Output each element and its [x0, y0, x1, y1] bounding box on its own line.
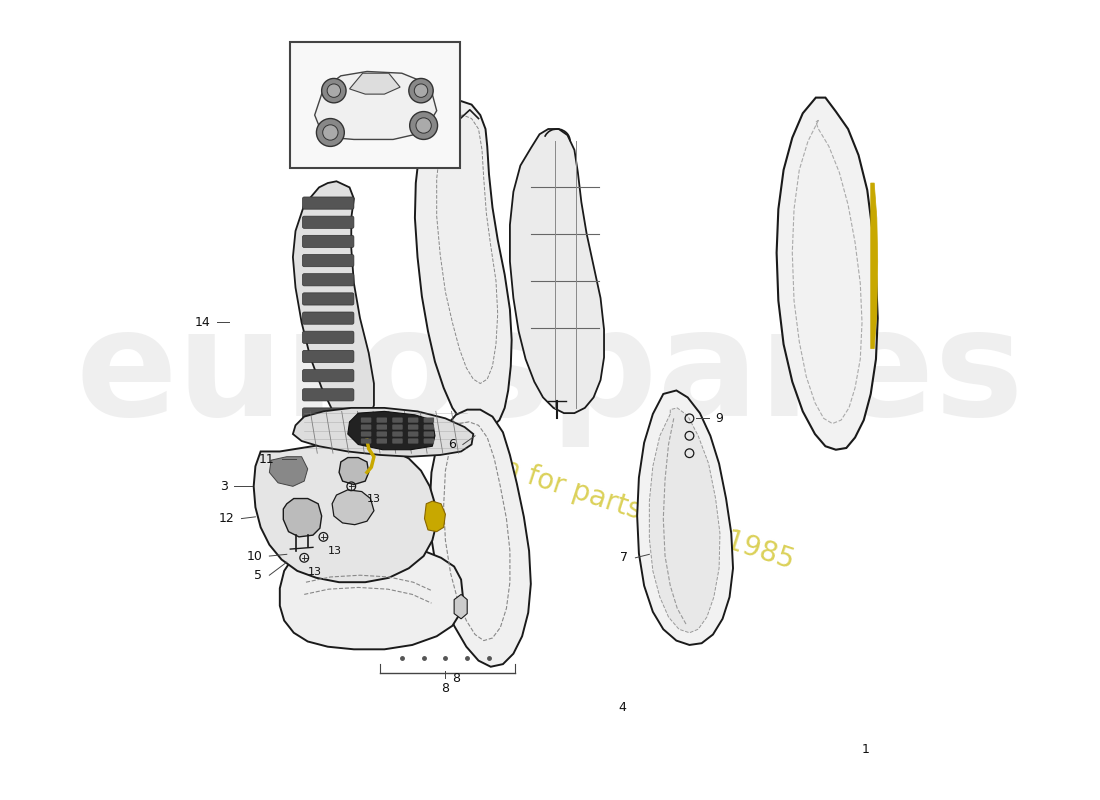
- Text: 5: 5: [254, 569, 263, 582]
- FancyBboxPatch shape: [302, 254, 354, 266]
- FancyBboxPatch shape: [302, 331, 354, 343]
- Circle shape: [409, 78, 433, 103]
- FancyBboxPatch shape: [361, 438, 372, 444]
- Text: 10: 10: [246, 550, 263, 562]
- Text: 1: 1: [862, 743, 870, 756]
- FancyBboxPatch shape: [361, 425, 372, 430]
- FancyBboxPatch shape: [302, 197, 354, 209]
- Polygon shape: [425, 501, 446, 532]
- Text: 8: 8: [441, 682, 450, 694]
- Polygon shape: [871, 183, 878, 349]
- Polygon shape: [270, 457, 308, 486]
- FancyBboxPatch shape: [376, 438, 387, 444]
- Polygon shape: [279, 546, 463, 650]
- Polygon shape: [293, 182, 374, 429]
- FancyBboxPatch shape: [408, 431, 418, 437]
- FancyBboxPatch shape: [302, 293, 354, 305]
- Polygon shape: [254, 442, 437, 582]
- Text: 13: 13: [308, 566, 321, 577]
- FancyBboxPatch shape: [302, 274, 354, 286]
- Polygon shape: [348, 411, 435, 450]
- Text: 6: 6: [448, 438, 455, 451]
- Polygon shape: [293, 408, 473, 457]
- FancyBboxPatch shape: [393, 431, 403, 437]
- Polygon shape: [777, 98, 878, 450]
- Circle shape: [322, 125, 338, 140]
- FancyBboxPatch shape: [424, 431, 434, 437]
- Text: 4: 4: [618, 702, 626, 714]
- FancyBboxPatch shape: [302, 389, 354, 401]
- Polygon shape: [332, 490, 374, 525]
- FancyBboxPatch shape: [302, 312, 354, 324]
- Text: 11: 11: [258, 453, 275, 466]
- FancyBboxPatch shape: [302, 350, 354, 362]
- FancyBboxPatch shape: [393, 418, 403, 422]
- Circle shape: [415, 84, 428, 98]
- FancyBboxPatch shape: [408, 438, 418, 444]
- Circle shape: [416, 118, 431, 133]
- Text: 14: 14: [195, 316, 210, 329]
- Circle shape: [317, 118, 344, 146]
- Polygon shape: [415, 101, 512, 429]
- FancyBboxPatch shape: [393, 438, 403, 444]
- FancyBboxPatch shape: [408, 425, 418, 430]
- Text: eurospares: eurospares: [76, 302, 1024, 447]
- FancyBboxPatch shape: [302, 235, 354, 247]
- FancyBboxPatch shape: [424, 418, 434, 422]
- FancyBboxPatch shape: [408, 418, 418, 422]
- Circle shape: [409, 111, 438, 139]
- Polygon shape: [430, 410, 531, 666]
- Polygon shape: [637, 390, 733, 645]
- Polygon shape: [649, 408, 720, 633]
- Polygon shape: [510, 129, 604, 413]
- Polygon shape: [284, 498, 321, 537]
- FancyBboxPatch shape: [376, 431, 387, 437]
- Polygon shape: [454, 594, 467, 619]
- Text: 13: 13: [367, 494, 381, 503]
- FancyBboxPatch shape: [393, 425, 403, 430]
- FancyBboxPatch shape: [302, 216, 354, 228]
- FancyBboxPatch shape: [302, 370, 354, 382]
- FancyBboxPatch shape: [376, 425, 387, 430]
- FancyBboxPatch shape: [361, 431, 372, 437]
- Polygon shape: [339, 458, 369, 485]
- Circle shape: [327, 84, 341, 98]
- FancyBboxPatch shape: [361, 418, 372, 422]
- Text: 13: 13: [328, 546, 342, 556]
- Circle shape: [321, 78, 346, 103]
- FancyBboxPatch shape: [424, 438, 434, 444]
- Text: 8: 8: [452, 671, 461, 685]
- Polygon shape: [350, 74, 400, 94]
- Bar: [290, 42, 460, 168]
- FancyBboxPatch shape: [424, 425, 434, 430]
- Text: a passion for parts since 1985: a passion for parts since 1985: [389, 418, 798, 575]
- Text: 3: 3: [220, 480, 228, 493]
- FancyBboxPatch shape: [302, 408, 354, 420]
- Text: 12: 12: [219, 512, 234, 525]
- Text: 9: 9: [716, 412, 724, 425]
- Text: 7: 7: [620, 551, 628, 564]
- Polygon shape: [315, 71, 437, 139]
- FancyBboxPatch shape: [376, 418, 387, 422]
